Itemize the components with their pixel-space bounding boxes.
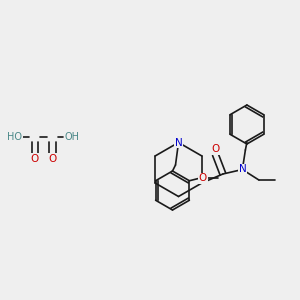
- Text: HO: HO: [8, 131, 22, 142]
- Text: O: O: [211, 144, 220, 154]
- Text: N: N: [238, 164, 246, 175]
- Text: N: N: [175, 137, 182, 148]
- Text: O: O: [199, 173, 207, 183]
- Text: O: O: [30, 154, 39, 164]
- Text: OH: OH: [64, 131, 80, 142]
- Text: O: O: [48, 154, 57, 164]
